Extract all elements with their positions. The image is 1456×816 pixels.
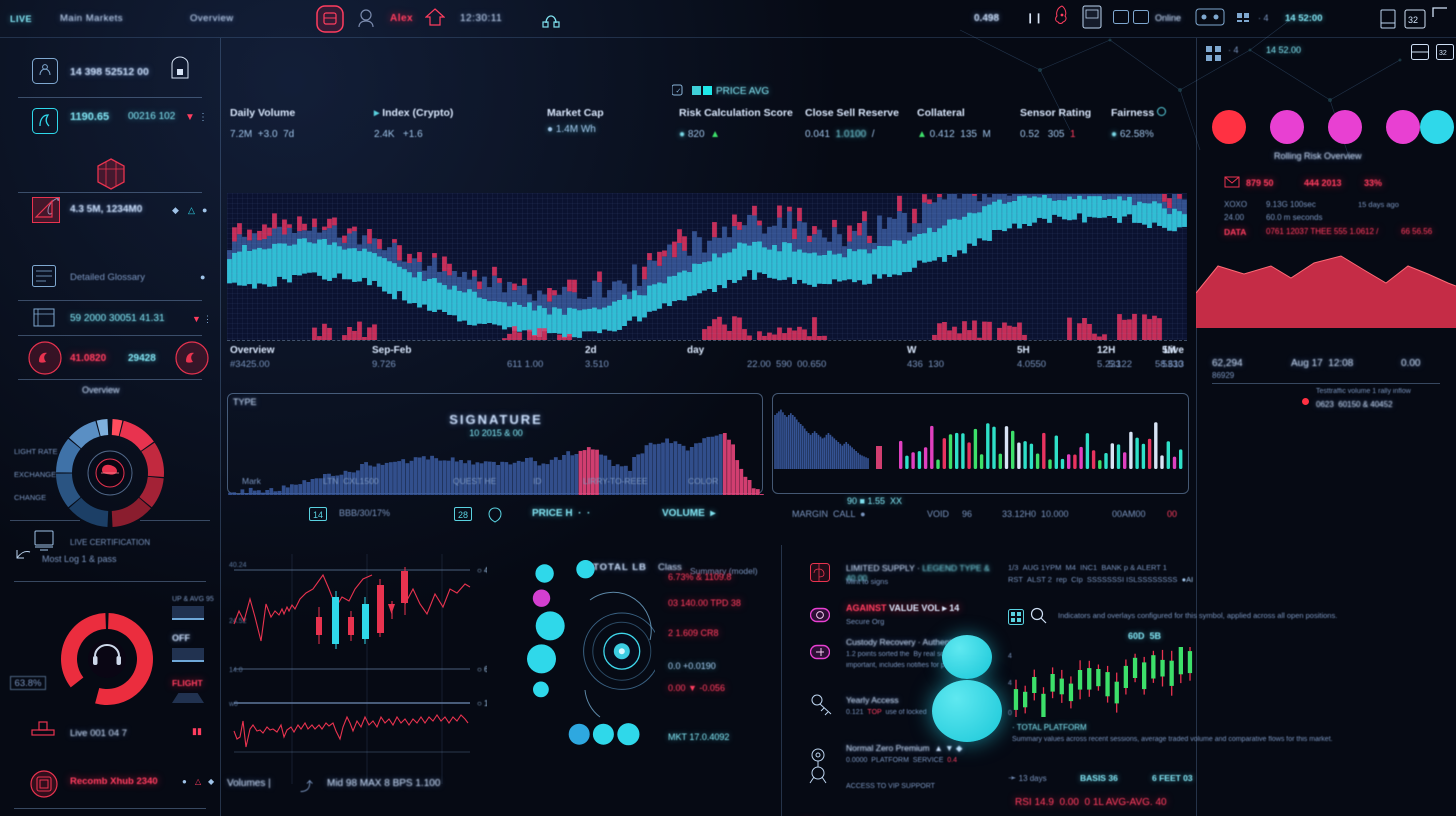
svg-text:✓: ✓ bbox=[676, 88, 682, 95]
svg-text:32: 32 bbox=[1439, 50, 1447, 57]
svg-text:14.0: 14.0 bbox=[229, 667, 243, 674]
svg-text:32: 32 bbox=[1408, 15, 1418, 25]
svg-text:40.24: 40.24 bbox=[229, 562, 247, 569]
svg-text:w0: w0 bbox=[228, 701, 238, 708]
